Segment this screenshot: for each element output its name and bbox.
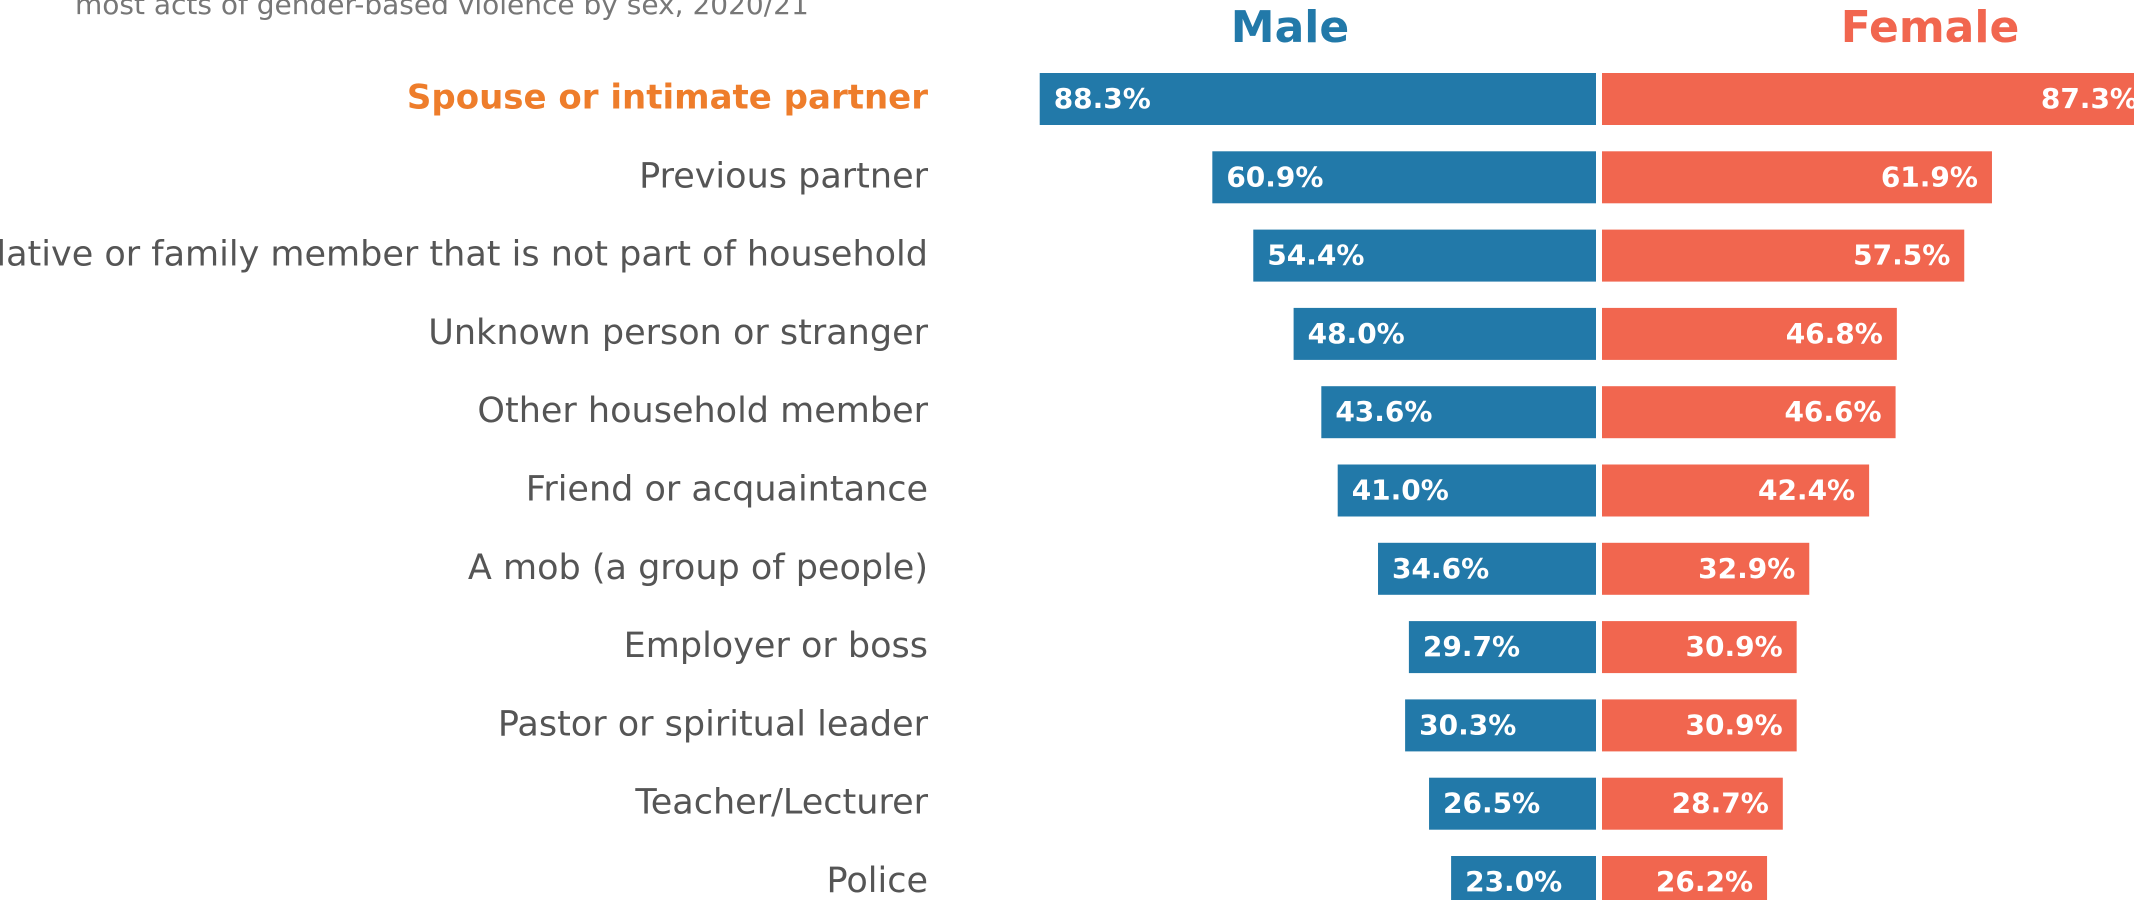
category-label: Previous partner (639, 156, 929, 196)
bar (1602, 386, 1896, 439)
value-label: 30.9% (1686, 708, 1783, 741)
value-label: 26.5% (1443, 787, 1540, 820)
bar (1602, 777, 1783, 830)
bar (1602, 699, 1797, 752)
bar (1408, 621, 1596, 674)
bar (1602, 464, 1870, 517)
category-label: A mob (a group of people) (468, 548, 928, 588)
bar (1602, 856, 1768, 900)
bar (1337, 464, 1596, 517)
value-label: 46.6% (1784, 395, 1881, 428)
category-label: Relative or family member that is not pa… (0, 235, 928, 275)
bar (1451, 856, 1596, 900)
category-label: Spouse or intimate partner (407, 78, 928, 118)
value-label: 23.0% (1465, 865, 1562, 898)
value-label: 29.7% (1423, 630, 1520, 663)
value-label: 54.4% (1267, 239, 1364, 272)
value-label: 43.6% (1335, 395, 1432, 428)
category-label: Unknown person or stranger (428, 313, 928, 353)
value-label: 60.9% (1226, 160, 1323, 193)
bar (1602, 151, 1992, 204)
legend-header: Female (1841, 2, 2020, 53)
category-label: Other household member (477, 391, 928, 431)
legend-header: Male (1231, 2, 1349, 53)
bar (1602, 73, 2134, 125)
bar (1293, 307, 1596, 360)
bar (1602, 542, 1810, 595)
category-label: Pastor or spiritual leader (498, 704, 929, 744)
value-label: 34.6% (1392, 552, 1489, 585)
bar (1602, 621, 1797, 674)
bar (1429, 777, 1596, 830)
value-label: 48.0% (1308, 317, 1405, 350)
value-label: 46.8% (1786, 317, 1883, 350)
category-label: Police (827, 861, 929, 900)
value-label: 61.9% (1881, 160, 1978, 193)
bar (1253, 229, 1596, 282)
value-label: 57.5% (1853, 239, 1950, 272)
bar (1039, 73, 1596, 125)
bar (1212, 151, 1596, 204)
value-label: 30.3% (1419, 708, 1516, 741)
category-label: Teacher/Lecturer (634, 783, 928, 823)
value-label: 28.7% (1672, 787, 1769, 820)
value-label: 26.2% (1656, 865, 1753, 898)
value-label: 42.4% (1758, 474, 1855, 507)
value-label: 41.0% (1352, 474, 1449, 507)
bar (1378, 542, 1596, 595)
category-label: Employer or boss (624, 626, 928, 666)
value-label: 32.9% (1698, 552, 1795, 585)
bar (1602, 229, 1965, 282)
bar (1405, 699, 1596, 752)
bar (1321, 386, 1596, 439)
value-label: 87.3% (2041, 82, 2134, 115)
value-label: 88.3% (1054, 82, 1151, 115)
bar (1602, 307, 1897, 360)
chart-subtitle: most acts of gender-based violence by se… (75, 0, 809, 21)
value-label: 30.9% (1686, 630, 1783, 663)
category-label: Friend or acquaintance (526, 470, 928, 510)
